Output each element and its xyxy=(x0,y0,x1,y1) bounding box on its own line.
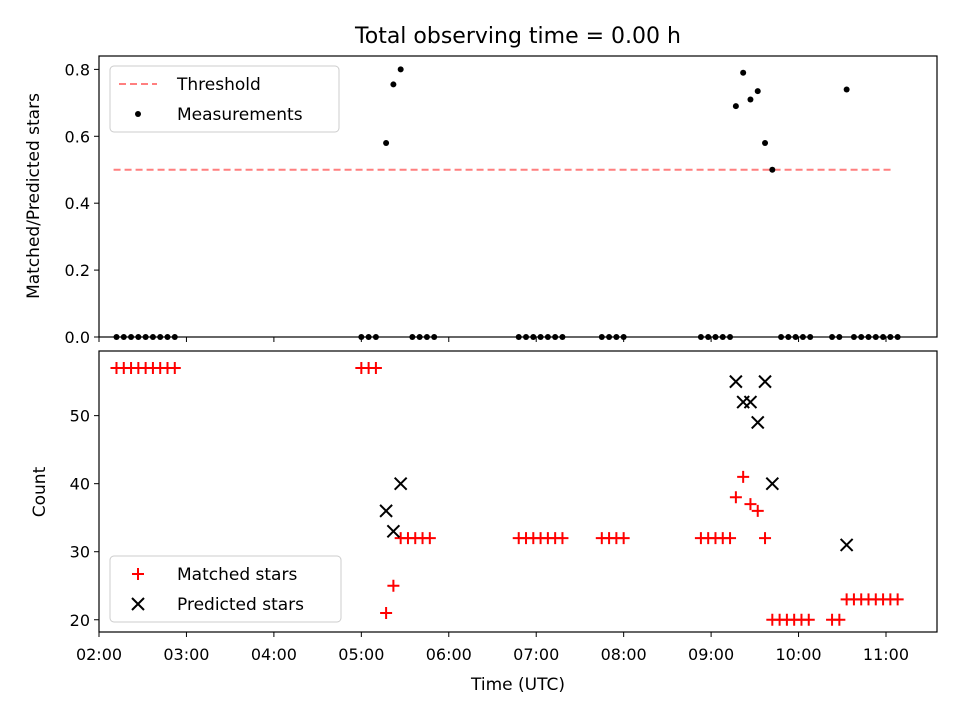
top-y-tick-label: 0.6 xyxy=(65,127,90,146)
x-tick-label: 11:00 xyxy=(863,645,909,664)
predicted-stars-point xyxy=(839,538,854,552)
predicted-stars-point xyxy=(743,395,758,409)
x-tick-label: 06:00 xyxy=(426,645,472,664)
measurements-point xyxy=(397,66,404,73)
predicted-stars-point xyxy=(393,476,408,491)
matched-stars-point xyxy=(380,606,393,619)
measurements-legend-label: Measurements xyxy=(177,105,303,125)
matched-stars-legend-label: Matched stars xyxy=(177,565,297,585)
x-axis-label: Time (UTC) xyxy=(470,675,565,695)
predicted-stars-point xyxy=(729,374,743,389)
top-y-tick-label: 0.0 xyxy=(65,328,90,347)
top-y-tick-label: 0.8 xyxy=(65,60,90,79)
measurements-point xyxy=(740,69,747,76)
matched-stars-point xyxy=(387,579,400,592)
top-y-tick-label: 0.4 xyxy=(65,194,90,213)
bottom-y-tick-label: 40 xyxy=(70,475,90,494)
measurements-point xyxy=(390,81,397,88)
matched-stars-point xyxy=(833,613,846,626)
x-tick-label: 04:00 xyxy=(251,645,297,664)
bottom-y-axis-label: Count xyxy=(30,466,50,517)
predicted-stars-legend-handle xyxy=(131,597,145,611)
measurements-point xyxy=(769,166,776,173)
bottom-y-tick-label: 50 xyxy=(70,407,90,426)
matched-stars-point xyxy=(369,362,382,375)
predicted-stars-point xyxy=(758,374,772,389)
measurements-point xyxy=(747,96,754,103)
top-y-axis-label: Matched/Predicted stars xyxy=(24,93,44,299)
top-y-tick-label: 0.2 xyxy=(65,261,90,280)
matched-stars-point xyxy=(724,532,737,545)
matched-stars-point xyxy=(729,491,742,504)
x-tick-label: 08:00 xyxy=(601,645,647,664)
x-tick-label: 09:00 xyxy=(688,645,734,664)
bottom-y-tick-label: 20 xyxy=(70,611,90,630)
matched-stars-point xyxy=(891,593,904,606)
x-tick-label: 05:00 xyxy=(338,645,384,664)
measurements-point xyxy=(754,88,761,95)
bottom-y-tick-label: 30 xyxy=(70,543,90,562)
predicted-stars-point xyxy=(751,415,765,430)
matched-stars-point xyxy=(617,532,630,545)
matched-stars-point xyxy=(744,498,757,511)
predicted-stars-legend-label: Predicted stars xyxy=(177,595,304,615)
matched-stars-point xyxy=(802,613,815,626)
matched-stars-legend-handle xyxy=(132,568,144,580)
x-tick-label: 07:00 xyxy=(513,645,559,664)
matched-stars-point xyxy=(751,504,764,517)
matched-stars-point xyxy=(423,532,436,545)
matched-stars-point xyxy=(759,532,772,545)
bottom-legend xyxy=(109,555,342,623)
top-axes-frame xyxy=(98,55,938,338)
measurements-point xyxy=(383,139,390,146)
bottom-panel: 20 30 40 50 02:00 03:00 04:00 05:00 06:00 07:00 08… xyxy=(70,350,938,664)
top-panel: 0.0 0.2 0.4 0.6 0.8 Threshold Measurements xyxy=(65,55,938,347)
chart-title: Total observing time = 0.00 h xyxy=(354,24,681,49)
matched-stars-point xyxy=(168,362,181,375)
measurements-point xyxy=(843,86,850,93)
measurements-point xyxy=(732,103,739,110)
predicted-stars-point xyxy=(379,504,393,518)
x-tick-label: 10:00 xyxy=(775,645,821,664)
predicted-stars-point xyxy=(386,524,401,539)
threshold-legend-label: Threshold xyxy=(176,75,261,95)
measurements-point xyxy=(762,139,769,146)
matched-stars-point xyxy=(737,470,750,483)
x-tick-label: 03:00 xyxy=(163,645,209,664)
matched-stars-point xyxy=(556,532,569,545)
x-tick-label: 02:00 xyxy=(76,645,122,664)
top-legend xyxy=(109,65,340,133)
predicted-stars-point xyxy=(765,476,780,491)
bottom-axes-frame xyxy=(98,350,938,633)
measurements-legend-handle xyxy=(135,111,141,117)
